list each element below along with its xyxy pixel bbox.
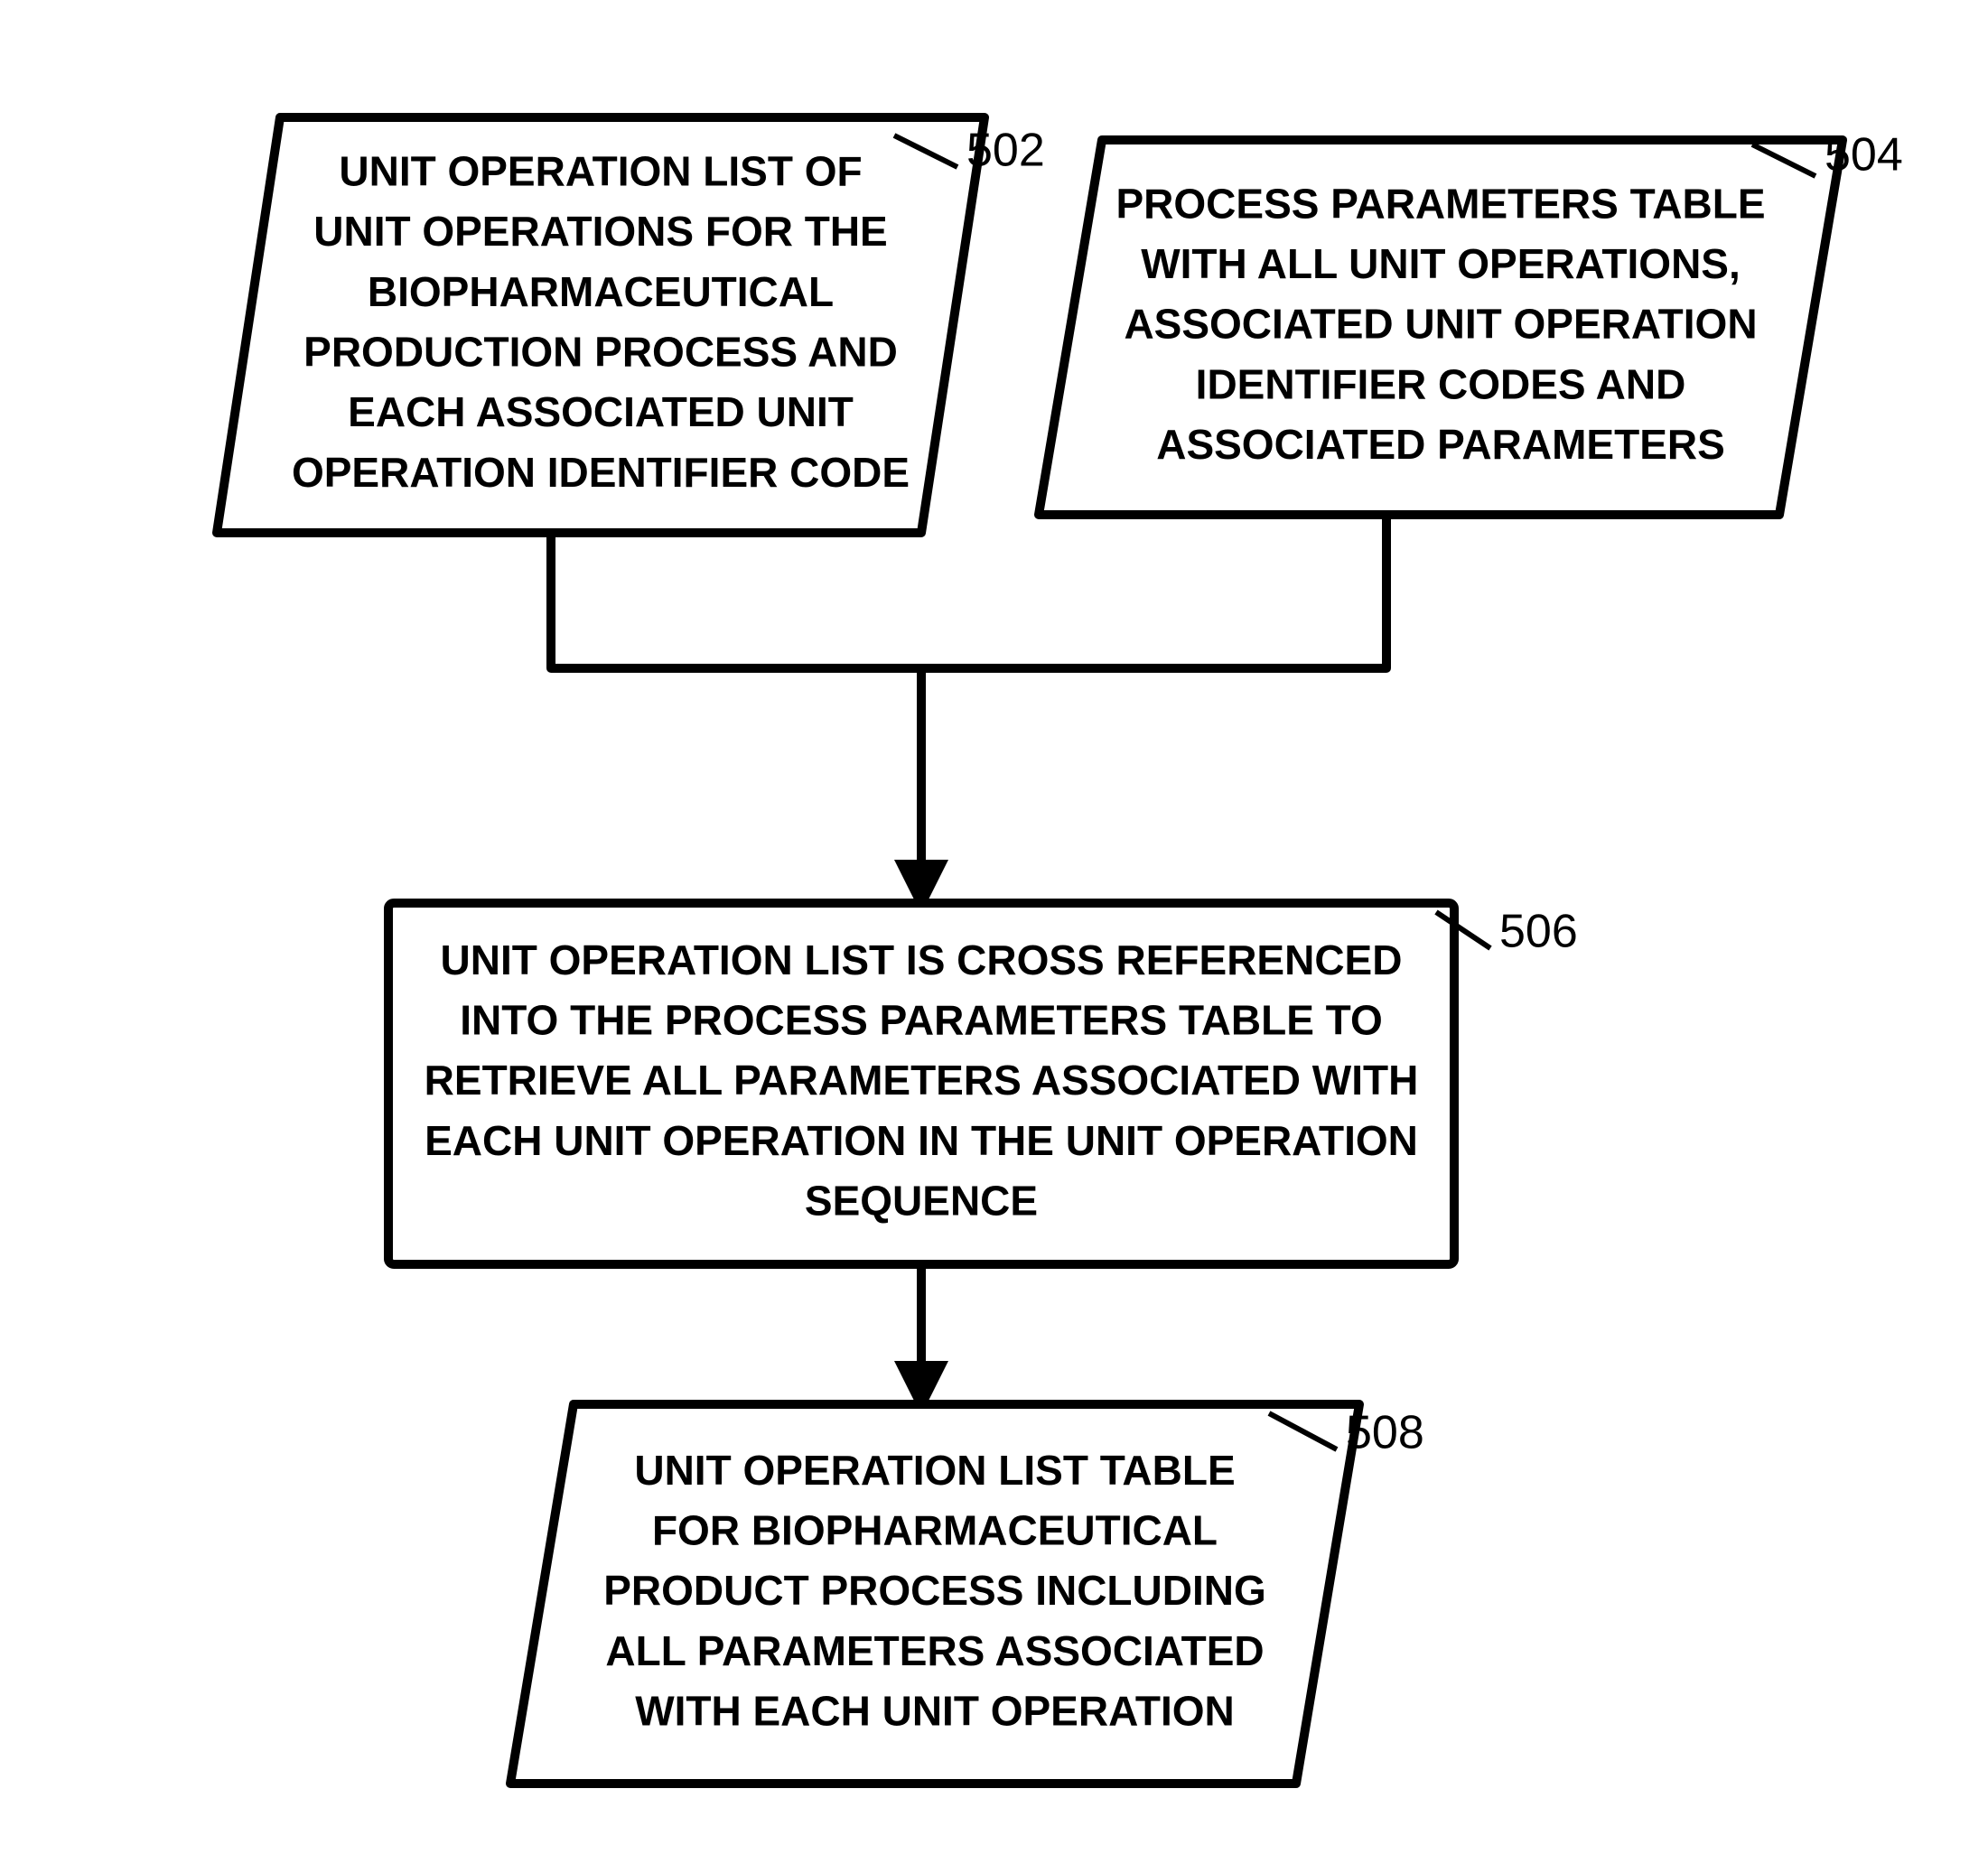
- node-n502: UNIT OPERATION LIST OF UNIT OPERATIONS FO…: [217, 117, 1045, 533]
- node-text-line: IDENTIFIER CODES AND: [1196, 360, 1686, 407]
- node-text-line: ASSOCIATED PARAMETERS: [1156, 421, 1725, 468]
- node-label: 506: [1499, 906, 1578, 958]
- flow-edge: [551, 533, 921, 668]
- node-text-line: WITH ALL UNIT OPERATIONS,: [1141, 240, 1741, 287]
- node-text-line: PRODUCTION PROCESS AND: [303, 329, 898, 376]
- node-n506: UNIT OPERATION LIST IS CROSS REFERENCED I…: [388, 903, 1578, 1264]
- node-text-line: WITH EACH UNIT OPERATION: [635, 1688, 1235, 1735]
- node-text-line: UNIT OPERATIONS FOR THE: [313, 208, 888, 255]
- node-text-line: UNIT OPERATION LIST IS CROSS REFERENCED: [441, 936, 1403, 983]
- node-text-line: UNIT OPERATION LIST TABLE: [634, 1447, 1235, 1494]
- node-text-line: SEQUENCE: [805, 1178, 1038, 1225]
- node-n508: UNIT OPERATION LIST TABLE FOR BIOPHARMACE…: [510, 1404, 1424, 1784]
- node-text-line: ASSOCIATED UNIT OPERATION: [1124, 301, 1757, 348]
- node-text-line: EACH UNIT OPERATION IN THE UNIT OPERATIO…: [425, 1117, 1418, 1164]
- node-text-line: ALL PARAMETERS ASSOCIATED: [605, 1627, 1264, 1674]
- flow-edge: [921, 515, 1386, 668]
- node-text-line: UNIT OPERATION LIST OF: [339, 147, 862, 194]
- node-text-line: PROCESS PARAMETERS TABLE: [1115, 180, 1765, 227]
- node-text-line: FOR BIOPHARMACEUTICAL: [652, 1506, 1218, 1553]
- node-text-line: RETRIEVE ALL PARAMETERS ASSOCIATED WITH: [425, 1057, 1419, 1104]
- node-label: 502: [966, 125, 1045, 177]
- node-text-line: EACH ASSOCIATED UNIT: [348, 388, 854, 435]
- node-text-line: PRODUCT PROCESS INCLUDING: [603, 1567, 1265, 1614]
- node-text-line: INTO THE PROCESS PARAMETERS TABLE TO: [460, 996, 1382, 1043]
- node-label: 508: [1346, 1407, 1424, 1459]
- node-n504: PROCESS PARAMETERS TABLE WITH ALL UNIT OP…: [1039, 129, 1903, 515]
- node-text-line: OPERATION IDENTIFIER CODE: [292, 449, 910, 496]
- node-text-line: BIOPHARMACEUTICAL: [368, 268, 834, 315]
- node-label: 504: [1825, 129, 1903, 182]
